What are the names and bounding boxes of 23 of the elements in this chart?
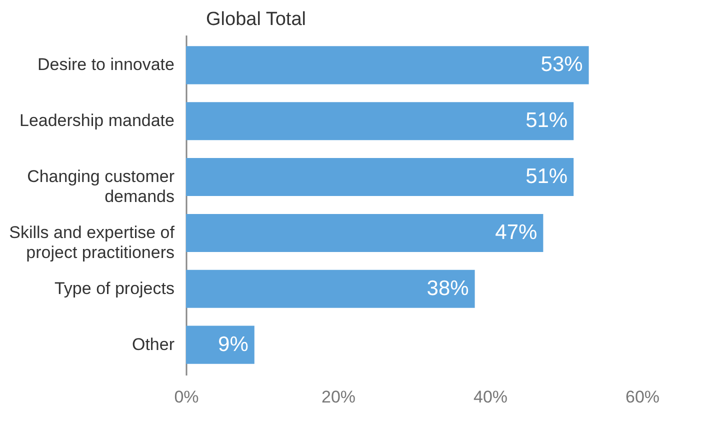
y-tick-label: Skills and expertise of project practitioners [9, 222, 175, 262]
bar [186, 326, 254, 364]
y-tick-label: Changing customer demands [27, 167, 175, 206]
bar [186, 158, 574, 196]
y-tick-label: Leadership mandate [19, 111, 174, 130]
x-tick-label: 0% [174, 388, 199, 406]
bar [186, 270, 475, 308]
data-label: 9% [218, 332, 248, 356]
data-label: 38% [426, 276, 469, 300]
x-tick-label: 60% [625, 388, 660, 406]
y-tick-label: Type of projects [54, 278, 174, 298]
data-label: 51% [526, 165, 568, 188]
y-tick-label: Other [132, 334, 175, 354]
y-tick-label: Desire to innovate [37, 55, 174, 74]
x-tick-label: 40% [473, 388, 508, 406]
data-label: 51% [526, 109, 568, 132]
data-label: 47% [495, 220, 538, 244]
data-label: 53% [540, 53, 583, 76]
x-tick-label: 20% [321, 388, 356, 406]
bar [186, 46, 589, 84]
bar [186, 102, 574, 140]
bar [186, 214, 544, 252]
chart-title: Global Total [206, 9, 306, 30]
